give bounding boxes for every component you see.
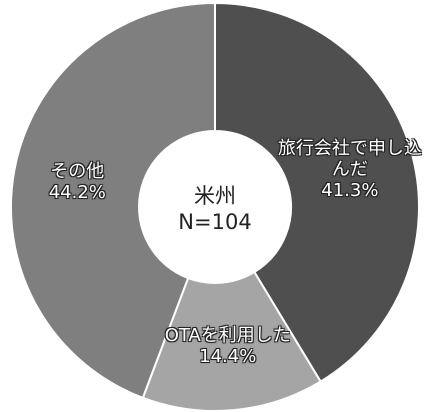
donut-segment xyxy=(214,1,420,383)
category-label: OTAを利用した xyxy=(164,325,291,347)
segment-label: その他 44.2% xyxy=(2,161,152,203)
center-subtitle: N=104 xyxy=(178,210,252,234)
center-title: 米州 xyxy=(194,184,236,208)
segment-label: OTAを利用した 14.4% xyxy=(153,325,303,367)
value-label: 14.4% xyxy=(199,346,257,368)
value-label: 41.3% xyxy=(321,179,379,201)
segment-label: 旅行会社で申し込んだ 41.3% xyxy=(275,138,425,201)
donut-segment xyxy=(10,1,216,400)
category-label: 旅行会社で申し込んだ xyxy=(277,137,422,180)
donut-segment xyxy=(141,270,322,412)
category-label: その他 xyxy=(50,160,105,182)
value-label: 44.2% xyxy=(48,181,106,203)
